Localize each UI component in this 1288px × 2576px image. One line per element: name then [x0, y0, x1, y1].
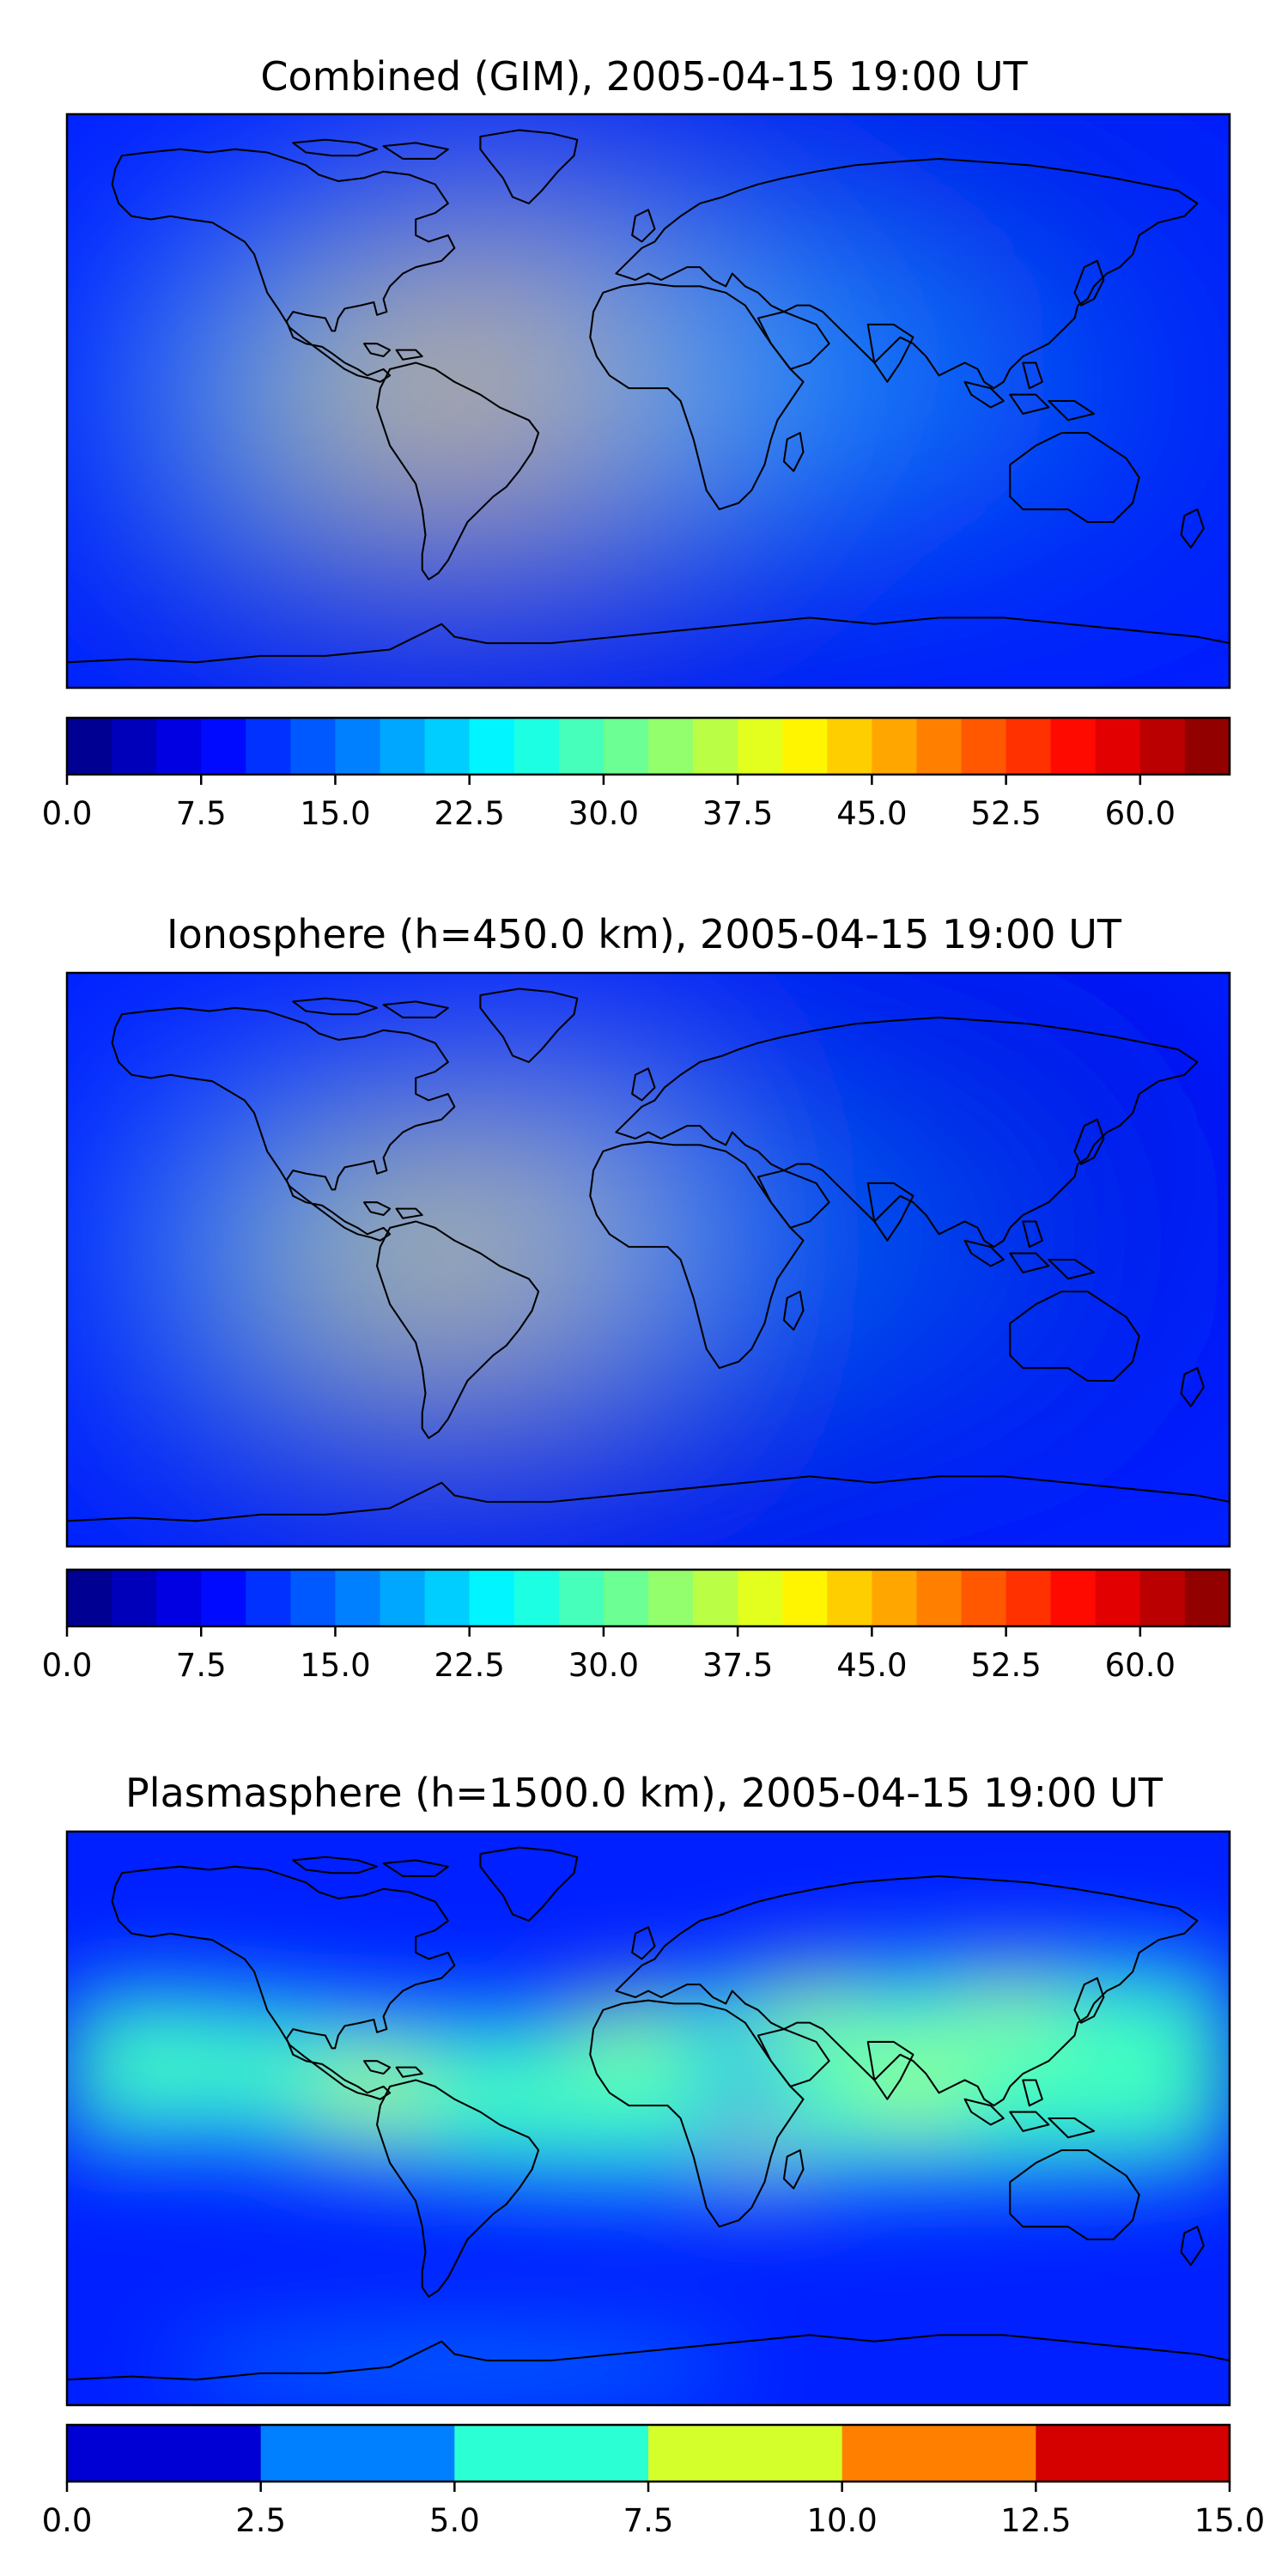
colorbar-segment	[961, 718, 1007, 775]
colorbar-segment	[872, 718, 918, 775]
colorbar-tick-label: 45.0	[836, 795, 907, 832]
colorbar-tick-label: 10.0	[806, 2502, 877, 2539]
colorbar-tick-label: 45.0	[836, 1647, 907, 1684]
colorbar-segment	[469, 718, 515, 775]
colorbar-tick-label: 12.5	[1000, 2502, 1071, 2539]
colorbar-segment	[513, 718, 560, 775]
colorbar-tick-label: 22.5	[434, 1647, 504, 1684]
colorbar-segment	[782, 718, 828, 775]
colorbar-segment	[380, 718, 426, 775]
colorbar-tick-label: 0.0	[42, 1647, 93, 1684]
panel-3-map	[65, 1830, 1231, 2407]
colorbar-segment	[782, 1570, 828, 1626]
colorbar-segment	[424, 718, 471, 775]
colorbar-tick-label: 60.0	[1105, 1647, 1176, 1684]
colorbar-segment	[201, 718, 246, 775]
colorbar-tick-label: 7.5	[176, 795, 227, 832]
colorbar-segment	[872, 1570, 918, 1626]
colorbar-segment	[1184, 1570, 1230, 1626]
panel-1-map	[65, 112, 1231, 690]
colorbar-segment	[67, 2425, 262, 2482]
colorbar-segment	[648, 1570, 694, 1626]
colorbar-segment	[1095, 718, 1141, 775]
colorbar-frame	[65, 716, 1231, 776]
colorbar-segment	[112, 718, 157, 775]
colorbar-segment	[827, 718, 872, 775]
panel-3-field	[67, 1941, 1230, 2399]
panel-1-colorbar: 0.0 7.5 15.0 22.5 30.0 37.5 45.0 52.5 60.0	[42, 716, 1231, 832]
colorbar-tick-label: 22.5	[434, 795, 504, 832]
colorbar-tick-label: 5.0	[429, 2502, 480, 2539]
colorbar-tick-label: 0.0	[42, 795, 93, 832]
colorbar-tick-label: 52.5	[970, 1647, 1041, 1684]
colorbar-segment	[424, 1570, 471, 1626]
colorbar-segment	[1139, 718, 1186, 775]
colorbar-segment	[380, 1570, 426, 1626]
colorbar-tick-label: 30.0	[568, 795, 639, 832]
colorbar-segment	[1139, 1570, 1186, 1626]
colorbar-tick-label: 30.0	[568, 1647, 639, 1684]
colorbar-segment	[648, 718, 694, 775]
colorbar-segment	[603, 718, 649, 775]
colorbar-segment	[603, 1570, 649, 1626]
colorbar-segment	[335, 718, 381, 775]
colorbar-segment	[246, 718, 291, 775]
colorbar-segment	[156, 718, 202, 775]
colorbar-tick-label: 15.0	[300, 795, 370, 832]
colorbar-segment	[1036, 2425, 1230, 2482]
colorbar-segment	[1005, 1570, 1052, 1626]
colorbar-segment	[67, 1570, 112, 1626]
colorbar-segment	[454, 2425, 649, 2482]
colorbar-tick-label: 2.5	[235, 2502, 286, 2539]
colorbar-segment	[841, 2425, 1036, 2482]
colorbar-segment	[290, 718, 337, 775]
panel-3-title: Plasmasphere (h=1500.0 km), 2005-04-15 1…	[125, 1770, 1163, 1816]
colorbar-segment	[1050, 718, 1097, 775]
colorbar-segment	[156, 1570, 202, 1626]
colorbar-segment	[648, 2425, 843, 2482]
colorbar-tick-label: 7.5	[176, 1647, 227, 1684]
colorbar-segment	[738, 718, 783, 775]
panel-2-map	[65, 971, 1231, 1548]
panel-3-colorbar: 0.0 2.5 5.0 7.5 10.0 12.5 15.0	[42, 2423, 1265, 2539]
colorbar-segment	[246, 1570, 291, 1626]
colorbar-segment	[558, 1570, 605, 1626]
colorbar-segment	[693, 1570, 738, 1626]
colorbar-tick-label: 60.0	[1105, 795, 1176, 832]
colorbar-segment	[1050, 1570, 1097, 1626]
colorbar-tick-label: 0.0	[42, 2502, 93, 2539]
colorbar-segment	[961, 1570, 1007, 1626]
colorbar-segment	[469, 1570, 515, 1626]
colorbar-segment	[558, 718, 605, 775]
panel-2-colorbar: 0.0 7.5 15.0 22.5 30.0 37.5 45.0 52.5 60.0	[42, 1568, 1231, 1684]
colorbar-segment	[335, 1570, 381, 1626]
colorbar-tick-label: 37.5	[702, 1647, 773, 1684]
colorbar-tick-label: 52.5	[970, 795, 1041, 832]
colorbar-tick-label: 7.5	[623, 2502, 674, 2539]
colorbar-segment	[260, 2425, 455, 2482]
colorbar-segment	[1005, 718, 1052, 775]
colorbar-segment	[1184, 718, 1230, 775]
colorbar-tick-label: 15.0	[1194, 2502, 1265, 2539]
colorbar-segment	[513, 1570, 560, 1626]
colorbar-segment	[916, 718, 963, 775]
panel-1-title: Combined (GIM), 2005-04-15 19:00 UT	[260, 53, 1028, 100]
colorbar-segment	[112, 1570, 157, 1626]
panel-2-title: Ionosphere (h=450.0 km), 2005-04-15 19:0…	[167, 911, 1122, 957]
colorbar-segment	[1095, 1570, 1141, 1626]
colorbar-tick-label: 37.5	[702, 795, 773, 832]
colorbar-segment	[738, 1570, 783, 1626]
colorbar-segment	[916, 1570, 963, 1626]
colorbar-segment	[67, 718, 112, 775]
colorbar-segment	[693, 718, 738, 775]
colorbar-frame	[65, 1568, 1231, 1628]
colorbar-segment	[201, 1570, 246, 1626]
colorbar-tick-label: 15.0	[300, 1647, 370, 1684]
colorbar-segment	[290, 1570, 337, 1626]
panel-2-field	[131, 1005, 1230, 1515]
colorbar-segment	[827, 1570, 872, 1626]
